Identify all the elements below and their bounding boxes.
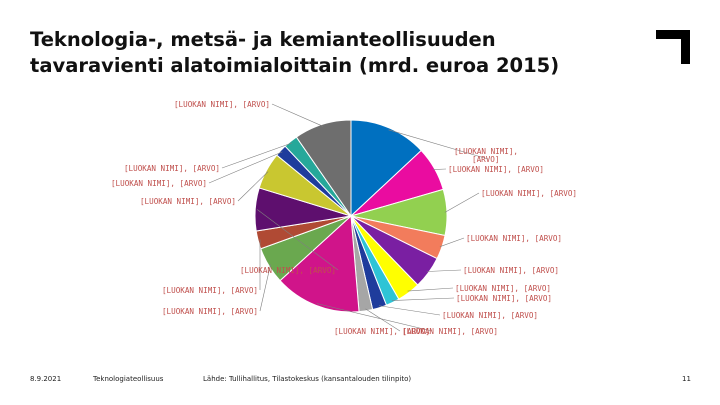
leader-line-13 [257, 209, 339, 271]
footer-date: 8.9.2021 [30, 375, 62, 383]
leader-line-15 [208, 151, 283, 184]
leader-line-17 [271, 103, 324, 127]
data-label-11: [LUOKAN NIMI], [ARVO] [162, 307, 258, 316]
data-label-8: [LUOKAN NIMI], [ARVO] [442, 311, 538, 320]
leader-line-5 [426, 269, 462, 272]
data-label-3: [LUOKAN NIMI], [ARVO] [481, 189, 577, 198]
leader-line-9 [365, 308, 401, 332]
data-label-4: [LUOKAN NIMI], [ARVO] [466, 234, 562, 243]
data-label-15: [LUOKAN NIMI], [ARVO] [111, 179, 207, 188]
data-labels: [LUOKAN NIMI], [ARVO][LUOKAN NIMI], [ARVO… [111, 100, 577, 336]
data-label-14: [LUOKAN NIMI], [ARVO] [140, 197, 236, 206]
leader-line-4 [439, 237, 465, 247]
data-label-7: [LUOKAN NIMI], [ARVO] [456, 294, 552, 303]
leader-lines [208, 103, 489, 332]
leader-line-11 [259, 264, 271, 312]
pie-slices [254, 119, 448, 313]
leader-line-14 [237, 171, 269, 202]
leader-line-8 [378, 305, 441, 316]
corner-bracket-logo [656, 30, 690, 64]
footer-organization: Teknologiateollisuus [93, 375, 164, 383]
slide-title-line2: tavaravienti alatoimialoittain (mrd. eur… [30, 54, 560, 77]
pie-slice-1 [350, 119, 422, 218]
leader-line-1 [388, 129, 489, 160]
data-label-1: [LUOKAN NIMI], [ARVO] [454, 147, 518, 164]
slide-title: Teknologia-, metsä- ja kemianteollisuude… [30, 27, 630, 79]
data-label-16: [LUOKAN NIMI], [ARVO] [124, 164, 220, 173]
leader-line-10 [316, 303, 433, 332]
data-label-6: [LUOKAN NIMI], [ARVO] [455, 284, 551, 293]
slide-title-line1: Teknologia-, metsä- ja kemianteollisuude… [30, 28, 496, 51]
footer-page-number: 11 [682, 375, 691, 383]
pie-slice-17 [295, 119, 352, 218]
data-label-9: [LUOKAN NIMI], [ARVO] [402, 327, 498, 336]
data-label-12: [LUOKAN NIMI], [ARVO] [162, 286, 258, 295]
footer-source: Lähde: Tullihallitus, Tilastokeskus (kan… [203, 375, 412, 383]
data-label-5: [LUOKAN NIMI], [ARVO] [463, 266, 559, 275]
pie-slice-10 [279, 214, 360, 313]
leader-line-3 [444, 192, 480, 213]
leader-line-2 [432, 168, 447, 170]
data-label-10: [LUOKAN NIMI], [ARVO] [334, 327, 430, 336]
data-label-2: [LUOKAN NIMI], [ARVO] [448, 165, 544, 174]
leader-line-7 [391, 297, 455, 301]
leader-line-16 [221, 142, 292, 169]
data-label-13: [LUOKAN NIMI], [ARVO] [240, 266, 336, 275]
leader-line-6 [407, 287, 454, 292]
data-label-17: [LUOKAN NIMI], [ARVO] [174, 100, 270, 109]
